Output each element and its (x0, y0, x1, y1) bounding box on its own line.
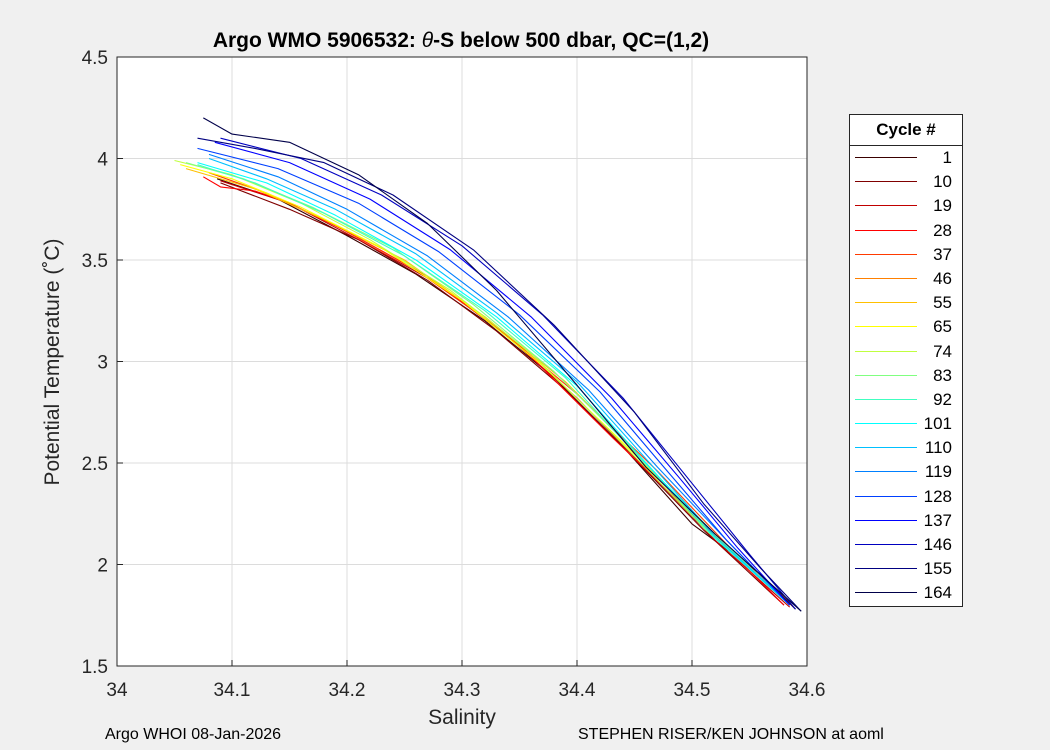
legend-label: 110 (924, 438, 952, 458)
legend-item: 55 (850, 291, 962, 315)
legend-swatch (855, 423, 917, 425)
footer-right: STEPHEN RISER/KEN JOHNSON at aoml (578, 726, 884, 743)
legend-swatch (855, 302, 917, 304)
y-tick-label: 4.5 (82, 48, 108, 69)
legend-swatch (855, 157, 917, 158)
legend-label: 55 (933, 293, 952, 313)
y-tick-label: 2 (97, 556, 108, 577)
legend-item: 65 (850, 315, 962, 339)
series-line-cycle-92 (197, 164, 791, 606)
legend-item: 146 (850, 533, 962, 557)
legend-swatch (855, 205, 917, 207)
legend-label: 92 (933, 389, 952, 409)
series-line-cycle-10 (220, 182, 785, 606)
legend-item: 110 (850, 436, 962, 460)
legend-item: 164 (850, 581, 962, 605)
y-tick-labels: 1.5 2 2.5 3 3.5 4 4.5 (82, 48, 109, 678)
legend-item: 101 (850, 412, 962, 436)
x-tick-label: 34.5 (674, 680, 711, 701)
footer-left: Argo WHOI 08-Jan-2026 (105, 726, 282, 743)
title-prefix: Argo WMO 5906532: (213, 29, 422, 52)
legend-label: 83 (933, 365, 952, 385)
series-line-cycle-137 (214, 141, 791, 606)
legend-label: 119 (924, 462, 952, 482)
legend-label: 137 (923, 510, 952, 530)
legend-label: 128 (923, 486, 952, 506)
legend-item: 92 (850, 388, 962, 412)
title-theta: θ (422, 29, 434, 52)
x-tick-label: 34.4 (559, 680, 596, 701)
title-suffix: -S below 500 dbar, QC=(1,2) (433, 29, 709, 52)
legend-swatch (855, 495, 917, 497)
legend-swatch (855, 447, 917, 449)
y-tick-label: 1.5 (82, 657, 108, 678)
legend-item: 1 (850, 146, 962, 170)
legend-swatch (855, 544, 917, 545)
legend-label: 74 (933, 341, 952, 361)
series-line-cycle-110 (208, 157, 791, 606)
data-series (174, 117, 802, 612)
y-axis-label: Potential Temperature (˚C) (41, 238, 64, 485)
chart-title: Argo WMO 5906532: θ-S below 500 dbar, QC… (213, 29, 709, 52)
y-tick-label: 3 (97, 353, 108, 374)
legend-label: 155 (923, 559, 952, 579)
legend-label: 10 (933, 172, 952, 192)
legend-label: 37 (933, 244, 952, 264)
legend-label: 19 (933, 196, 952, 216)
legend-label: 28 (933, 220, 952, 240)
legend-swatch (855, 181, 917, 183)
legend-item: 10 (850, 170, 962, 194)
x-tick-label: 34.1 (214, 680, 251, 701)
axes-box (116, 56, 808, 667)
legend-title: Cycle # (850, 115, 962, 146)
x-tick-label: 34.6 (789, 680, 826, 701)
legend-item: 74 (850, 340, 962, 364)
legend-label: 65 (933, 317, 952, 337)
legend-item: 37 (850, 243, 962, 267)
series-line-cycle-128 (197, 147, 791, 606)
y-tick-label: 3.5 (82, 251, 108, 272)
legend-item: 137 (850, 509, 962, 533)
legend-swatch (855, 592, 917, 594)
legend-items: 1 10 19 28 37 46 55 65 74 83 92 101 110 119 128 137 146 1… (850, 146, 962, 606)
legend-label: 1 (942, 148, 952, 167)
legend-label: 146 (923, 535, 952, 554)
legend-item: 83 (850, 364, 962, 388)
legend-swatch (855, 350, 917, 352)
legend-item: 155 (850, 557, 962, 581)
y-tick-label: 4 (97, 150, 108, 171)
legend-item: 19 (850, 194, 962, 218)
legend-item: 46 (850, 267, 962, 291)
legend-label: 101 (923, 414, 952, 434)
x-tick-label: 34.2 (329, 680, 366, 701)
series-line-cycle-101 (197, 162, 791, 606)
legend-item: 28 (850, 219, 962, 243)
series-line-cycle-74 (174, 159, 791, 606)
legend-swatch (855, 471, 917, 473)
legend-label: 46 (933, 268, 952, 288)
series-line-cycle-155 (197, 137, 802, 612)
legend-swatch (855, 253, 917, 255)
legend-swatch (855, 519, 917, 521)
legend: Cycle # 1 10 19 28 37 46 55 65 74 83 92 101 110 119 12… (849, 114, 963, 607)
y-tick-label: 2.5 (82, 454, 108, 475)
series-line-cycle-119 (208, 153, 791, 606)
legend-swatch (855, 374, 917, 376)
legend-swatch (855, 398, 917, 400)
legend-label: 164 (923, 583, 952, 603)
series-line-cycle-164 (203, 117, 802, 612)
legend-swatch (855, 277, 917, 279)
legend-swatch (855, 568, 917, 570)
x-axis-label: Salinity (428, 706, 496, 729)
x-tick-label: 34 (106, 680, 128, 701)
legend-item: 128 (850, 485, 962, 509)
x-tick-labels: 34 34.1 34.2 34.3 34.4 34.5 34.6 (106, 680, 825, 701)
legend-item: 119 (850, 460, 962, 484)
legend-swatch (855, 229, 917, 231)
x-tick-label: 34.3 (444, 680, 481, 701)
legend-swatch (855, 326, 917, 328)
